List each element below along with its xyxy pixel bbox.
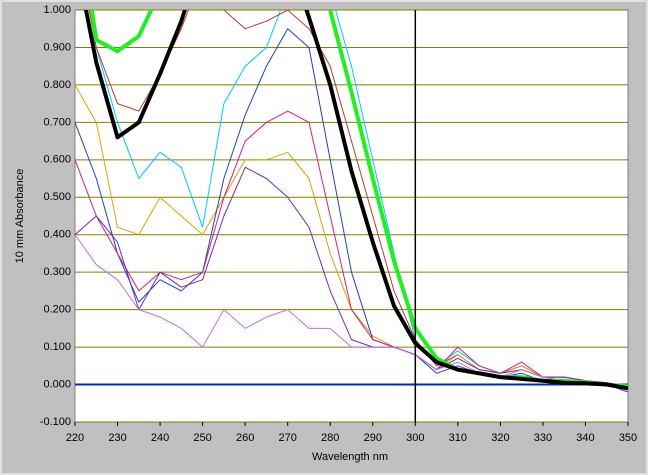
x-tick-label: 340 bbox=[576, 432, 594, 444]
x-tick-label: 250 bbox=[193, 432, 211, 444]
x-tick-label: 300 bbox=[406, 432, 424, 444]
plot-lines bbox=[75, 10, 628, 393]
x-tick-label: 230 bbox=[108, 432, 126, 444]
x-tick-label: 310 bbox=[449, 432, 467, 444]
y-tick-label: 0.100 bbox=[43, 341, 71, 353]
y-tick-label: 0.400 bbox=[43, 229, 71, 241]
x-tick-label: 240 bbox=[151, 432, 169, 444]
x-tick-label: 280 bbox=[321, 432, 339, 444]
y-tick-label: 0.500 bbox=[43, 191, 71, 203]
y-axis-label: 10 mm Absorbance bbox=[14, 169, 26, 264]
x-tick-label: 290 bbox=[364, 432, 382, 444]
spectrum-line bbox=[83, 10, 628, 391]
y-tick-label: 0.800 bbox=[43, 79, 71, 91]
x-axis-label: Wavelength nm bbox=[312, 451, 388, 463]
y-tick-label: 0.900 bbox=[43, 41, 71, 53]
y-tick-label: 0.000 bbox=[43, 378, 71, 390]
spectrum-line bbox=[75, 110, 628, 389]
y-tick-label: 0.200 bbox=[43, 304, 71, 316]
x-tick-label: 270 bbox=[279, 432, 297, 444]
y-tick-label: 0.600 bbox=[43, 154, 71, 166]
x-tick-label: 260 bbox=[236, 432, 254, 444]
y-tick-label: 0.300 bbox=[43, 266, 71, 278]
x-tick-label: 220 bbox=[66, 432, 84, 444]
plot-area bbox=[74, 9, 629, 423]
x-tick-label: 350 bbox=[619, 432, 637, 444]
y-tick-label: 1.000 bbox=[43, 4, 71, 16]
y-tick-label: 0.700 bbox=[43, 116, 71, 128]
y-tick-label: -0.100 bbox=[40, 416, 71, 428]
x-tick-label: 330 bbox=[534, 432, 552, 444]
x-tick-label: 320 bbox=[491, 432, 509, 444]
spectrum-line bbox=[75, 234, 628, 389]
